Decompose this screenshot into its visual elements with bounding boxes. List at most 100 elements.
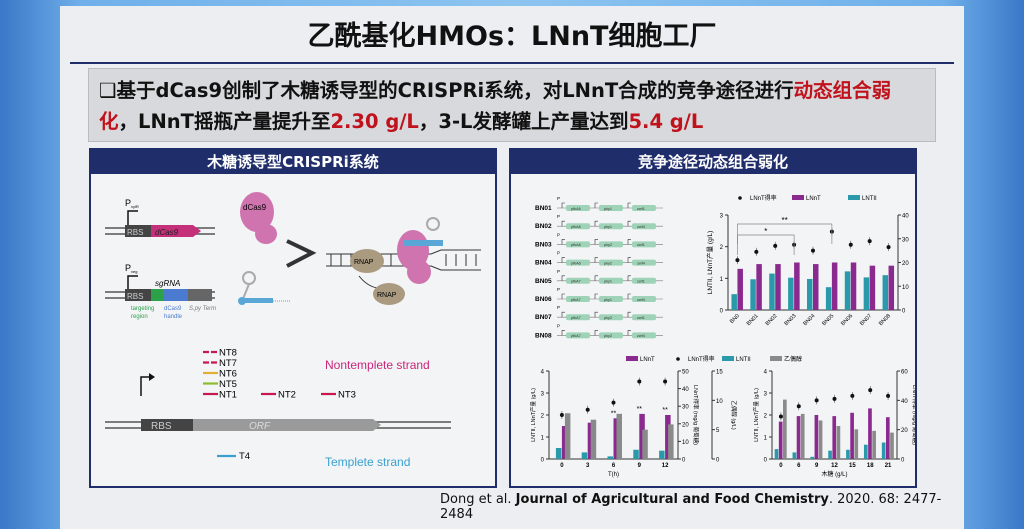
- bullet-icon: ❑: [99, 79, 117, 102]
- bar-LNTII: [825, 287, 832, 310]
- citation-authors: Dong et al.: [440, 492, 512, 507]
- guide-label: NT5: [219, 379, 237, 390]
- x-tick-label: 0: [779, 463, 783, 469]
- gene-label: zwf1: [637, 316, 645, 320]
- gene-label: zwf4: [637, 298, 645, 302]
- guide-label: NT2: [278, 390, 296, 401]
- bar-LNTII: [607, 456, 613, 459]
- combine-chevron-icon: [286, 239, 317, 268]
- y-right2-tick-label: 5: [716, 428, 720, 434]
- sgrna-loop-icon: [426, 217, 440, 231]
- y-right2-axis-title: 乙偶醇 (g/L): [730, 400, 738, 430]
- x-axis-title: 木糖 (g/L): [821, 470, 847, 478]
- rnap-icon: [350, 249, 384, 273]
- x-tick-label: 21: [885, 463, 892, 469]
- gene-box: [599, 223, 623, 230]
- y-right-tick-label: 20: [682, 422, 689, 428]
- slide: 乙酰基化HMOs：LNnT细胞工厂 ❑基于dCas9创制了木糖诱导型的CRISP…: [60, 6, 964, 529]
- orf-label: ORF: [249, 421, 271, 432]
- point-yield: [611, 400, 616, 405]
- significance-bracket: [737, 223, 833, 244]
- y-right-tick-label: 30: [682, 405, 689, 411]
- t4-label: T4: [239, 451, 250, 462]
- title-divider: [70, 62, 954, 64]
- gene-box: [566, 241, 590, 248]
- significance-label: **: [611, 410, 617, 417]
- y-right2-tick-label: 15: [716, 370, 723, 376]
- bar-LNTII: [863, 444, 868, 459]
- promoter-arrow-icon: [127, 210, 138, 225]
- sgrna-label: sgRNA: [155, 279, 180, 288]
- gene-box: [566, 259, 590, 266]
- rbs-label: RBS: [127, 228, 143, 237]
- dcas9-gene-label: dCas9: [155, 228, 179, 237]
- handle-label: handle: [164, 314, 183, 320]
- promoter-arrow-icon: [594, 202, 598, 208]
- rbs-label: RBS: [151, 421, 172, 432]
- bar-乙偶醇: [854, 429, 859, 459]
- x-tick-label: BN0: [729, 313, 741, 325]
- bar-LNTII: [846, 449, 850, 459]
- strain-label: BN02: [535, 223, 552, 230]
- gene-box: [632, 259, 656, 266]
- promoter-arrow-icon: [627, 330, 631, 336]
- bar-LNTII: [581, 452, 588, 459]
- point-yield: [886, 245, 891, 250]
- bullet-highlight: 2.30 g/L: [330, 110, 419, 133]
- gene-label: pky1: [604, 225, 612, 229]
- promoter-label: P: [557, 196, 560, 201]
- y-right-tick-label: 30: [902, 237, 909, 243]
- significance-label: **: [782, 216, 788, 225]
- point-yield: [663, 379, 668, 384]
- term-label: S.py Term: [189, 306, 216, 312]
- bar-LNTII: [882, 275, 889, 310]
- y-right-tick-label: 50: [682, 370, 689, 376]
- orf-arrow: [193, 419, 381, 431]
- y-right-tick-label: 60: [901, 370, 908, 376]
- bar-LNnT: [794, 262, 800, 310]
- bar-乙偶醇: [836, 426, 841, 459]
- promoter-arrow-icon: [561, 311, 565, 318]
- bar-LNTII: [881, 442, 886, 459]
- bar-LNnT: [813, 264, 819, 310]
- legend-label: 乙偶醇: [784, 355, 802, 363]
- legend-label: LNnT: [806, 196, 821, 202]
- promoter-arrow-icon: [594, 293, 598, 299]
- y-axis-title: LNTII, LNnT产量 (g/L): [705, 231, 714, 295]
- y-tick-label: 3: [764, 392, 768, 398]
- y-right-tick-label: 40: [901, 399, 908, 405]
- promoter-label: P: [557, 305, 560, 310]
- y-tick-label: 3: [541, 392, 545, 398]
- bar-LNTII: [828, 450, 832, 459]
- rnap-released-label: RNAP: [377, 292, 397, 299]
- promoter-arrow-icon: [627, 239, 631, 245]
- dcas9-bound-icon: [407, 260, 431, 284]
- bar-LNnT: [639, 413, 645, 459]
- gene-label: pfkA6: [571, 207, 581, 211]
- significance-label: **: [662, 407, 668, 414]
- gene-label: pky1: [604, 280, 612, 284]
- y-tick-label: 2: [541, 414, 545, 420]
- bar-LNnT: [850, 412, 854, 459]
- y-right-tick-label: 40: [682, 387, 689, 393]
- point-yield: [735, 258, 740, 263]
- significance-label: **: [637, 406, 643, 413]
- legend-swatch: [626, 356, 638, 361]
- legend-swatch: [722, 356, 734, 361]
- bar-乙偶醇: [872, 430, 876, 459]
- x-tick-label: 15: [849, 463, 856, 469]
- x-tick-label: 9: [638, 463, 642, 469]
- rbs-label: RBS: [127, 292, 143, 301]
- rbs-box: [125, 225, 151, 237]
- x-tick-label: 0: [560, 463, 564, 469]
- citation-details: . 2020. 68: 2477-2484: [440, 492, 942, 522]
- promoter-arrow-icon: [140, 376, 151, 396]
- legend-swatch: [792, 195, 804, 200]
- promoter-label: P: [557, 287, 560, 292]
- bar-乙偶醇: [818, 420, 823, 459]
- y-right-axis-title: LNnT得率 (mg/g 葡萄糖): [692, 385, 700, 445]
- bar-LNnT: [888, 265, 895, 310]
- bar-LNnT: [868, 408, 872, 459]
- term-box: [188, 289, 212, 301]
